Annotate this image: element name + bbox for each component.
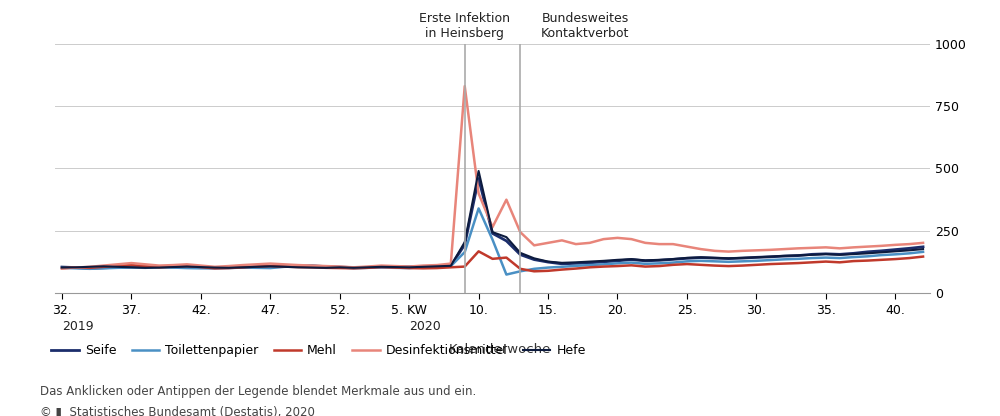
Text: Das Anklicken oder Antippen der Legende blendet Merkmale aus und ein.: Das Anklicken oder Antippen der Legende … [40, 385, 476, 398]
Text: 2019: 2019 [62, 320, 94, 333]
Legend: Seife, Toilettenpapier, Mehl, Desinfektionsmittel, Hefe: Seife, Toilettenpapier, Mehl, Desinfekti… [46, 339, 591, 362]
Text: Kalenderwoche: Kalenderwoche [449, 343, 551, 356]
Text: 2020: 2020 [409, 320, 441, 333]
Text: Bundesweites
Kontaktverbot: Bundesweites Kontaktverbot [541, 12, 629, 40]
Text: © ▮  Statistisches Bundesamt (Destatis), 2020: © ▮ Statistisches Bundesamt (Destatis), … [40, 406, 315, 416]
Text: Erste Infektion
in Heinsberg: Erste Infektion in Heinsberg [419, 12, 510, 40]
